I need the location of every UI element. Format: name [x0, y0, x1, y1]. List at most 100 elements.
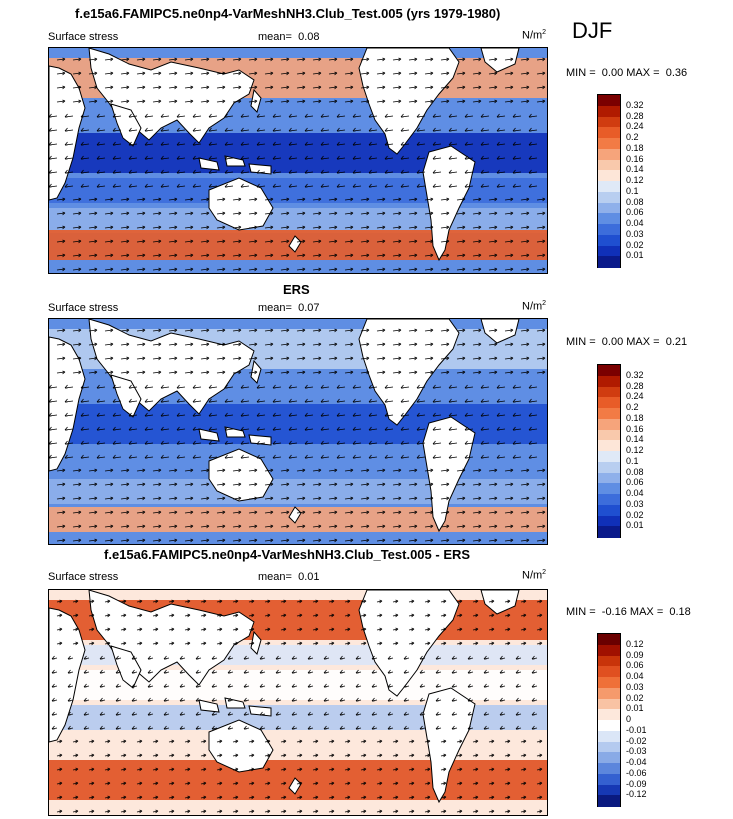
colorbar-tick-label: 0.03 — [626, 681, 644, 692]
wind-vector — [419, 683, 426, 688]
wind-vector — [131, 725, 138, 730]
wind-vector — [264, 641, 271, 646]
wind-vector — [480, 155, 490, 160]
wind-vector — [136, 753, 143, 758]
wind-vector — [104, 267, 114, 272]
wind-vector — [520, 57, 530, 62]
wind-vector — [256, 412, 266, 417]
wind-vector — [56, 809, 63, 814]
wind-vector — [120, 538, 130, 543]
wind-vector — [451, 683, 458, 688]
wind-vector — [424, 641, 431, 646]
units-text: N/m — [522, 29, 543, 42]
wind-vector — [376, 809, 383, 814]
wind-vector — [472, 482, 482, 487]
continent — [358, 48, 460, 155]
wind-vector — [56, 370, 66, 375]
wind-vector — [296, 85, 306, 90]
wind-vector — [328, 71, 338, 76]
wind-vector — [515, 655, 522, 660]
wind-vector — [520, 767, 527, 772]
continent — [288, 235, 302, 253]
wind-vector — [152, 239, 162, 244]
wind-vector — [200, 753, 207, 758]
wind-vector — [243, 683, 250, 688]
wind-vector — [227, 711, 234, 716]
wind-vector — [488, 239, 498, 244]
wind-vector — [56, 239, 66, 244]
wind-vector — [248, 524, 258, 529]
wind-vector — [56, 524, 66, 529]
wind-vector — [520, 370, 530, 375]
wind-vector — [88, 211, 98, 216]
wind-vector — [120, 496, 130, 501]
wind-vector — [224, 141, 234, 146]
wind-vector — [435, 683, 442, 688]
wind-vector — [272, 127, 282, 132]
wind-vector — [408, 211, 418, 216]
wind-vector — [376, 482, 386, 487]
wind-vector — [56, 71, 66, 76]
wind-vector — [184, 809, 191, 814]
wind-vector — [360, 767, 367, 772]
wind-vector — [368, 398, 378, 403]
wind-vector — [291, 655, 298, 660]
wind-vector — [480, 426, 490, 431]
wind-vector — [472, 253, 482, 258]
wind-vector — [288, 169, 298, 174]
wind-vector — [531, 669, 538, 674]
wind-vector — [376, 267, 386, 272]
wind-vector — [152, 253, 162, 258]
map-svg — [49, 48, 547, 273]
colorbar-swatch — [598, 95, 620, 107]
wind-vector — [272, 426, 282, 431]
wind-vector — [472, 627, 479, 632]
wind-vector — [296, 342, 306, 347]
wind-vector — [160, 398, 170, 403]
wind-vector — [504, 57, 514, 62]
wind-vector — [256, 426, 266, 431]
wind-vector — [112, 155, 122, 160]
wind-vector — [184, 613, 191, 618]
wind-vector — [496, 398, 506, 403]
wind-vector — [224, 127, 234, 132]
wind-vector — [49, 155, 58, 160]
wind-vector — [536, 524, 546, 529]
wind-vector — [368, 155, 378, 160]
colorbar-swatch — [598, 644, 620, 656]
wind-vector — [168, 627, 175, 632]
wind-vector — [152, 57, 162, 62]
continent — [422, 145, 476, 262]
wind-vector — [160, 454, 170, 459]
wind-vector — [80, 426, 90, 431]
wind-vector — [248, 85, 258, 90]
wind-vector — [408, 496, 418, 501]
min-value: -0.16 — [601, 606, 627, 618]
wind-vector — [419, 669, 426, 674]
wind-vector — [416, 155, 426, 160]
wind-vector — [120, 468, 130, 473]
wind-vector — [152, 468, 162, 473]
wind-vector — [80, 440, 90, 445]
wind-vector — [515, 697, 522, 702]
wind-vector — [304, 113, 314, 118]
wind-vector — [504, 482, 514, 487]
wind-vector — [528, 141, 538, 146]
wind-vector — [344, 71, 354, 76]
wind-vector — [168, 767, 175, 772]
wind-vector — [344, 753, 351, 758]
wind-vector — [88, 524, 98, 529]
wind-vector — [264, 225, 274, 230]
wind-vector — [131, 669, 138, 674]
colorbar-swatch — [598, 730, 620, 742]
mean-value: 0.07 — [298, 302, 320, 314]
wind-vector — [304, 183, 314, 188]
colorbar-tick-label: -0.09 — [626, 778, 647, 789]
wind-vector — [384, 426, 394, 431]
wind-vector — [240, 113, 250, 118]
wind-vector — [483, 669, 490, 674]
wind-vector — [80, 127, 90, 132]
wind-vector — [136, 627, 143, 632]
wind-vector — [232, 85, 242, 90]
wind-vector — [440, 510, 450, 515]
